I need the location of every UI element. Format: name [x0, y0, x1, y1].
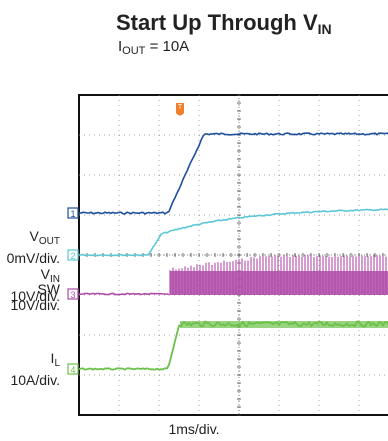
- channel-marker-1: [67, 207, 79, 219]
- chart-title: Start Up Through VIN: [116, 10, 332, 37]
- il-trace: [78, 320, 388, 371]
- channel-marker-4: [67, 363, 79, 375]
- sw-trace-idle: [78, 292, 170, 296]
- vin-trace: [78, 208, 388, 257]
- vin-label: VIN 10V/div.: [10, 266, 60, 304]
- channel-marker-3: [67, 288, 79, 300]
- channel-marker-label: 2: [70, 251, 75, 261]
- channel-marker-2: [67, 249, 79, 261]
- traces: [78, 132, 388, 371]
- trigger-marker: T: [176, 103, 184, 116]
- sw-label: SW 10V/div.: [10, 281, 60, 313]
- channel-markers: 1 2 3 4: [67, 207, 79, 375]
- chart-subtitle: IOUT = 10A: [118, 38, 190, 57]
- channel-marker-label: 1: [70, 209, 75, 219]
- il-label: IL 10A/div.: [10, 350, 60, 388]
- trigger-marker-text: T: [178, 104, 183, 111]
- x-axis-label: 1ms/div.: [168, 421, 220, 437]
- vout-label: VOUT 0mV/div.: [6, 228, 60, 266]
- vout-trace: [78, 132, 388, 215]
- channel-marker-label: 3: [70, 290, 75, 300]
- il-ripple-band: [180, 321, 388, 328]
- grid: [78, 94, 388, 416]
- channel-marker-label: 4: [70, 365, 75, 375]
